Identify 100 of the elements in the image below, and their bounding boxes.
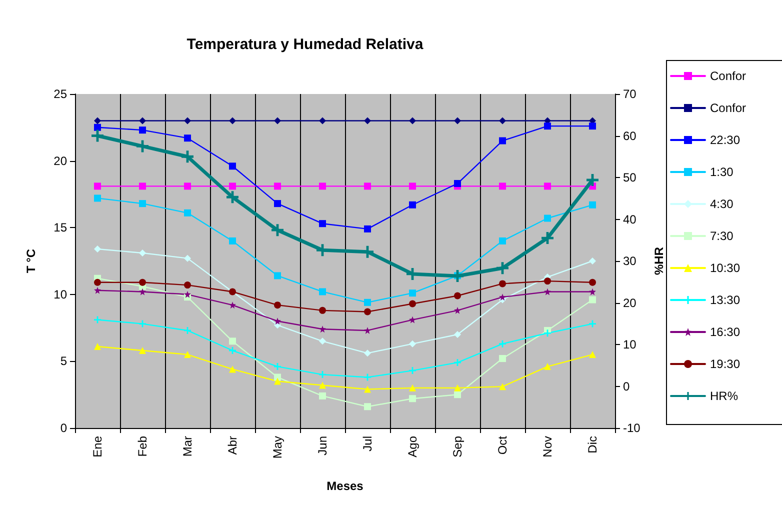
point	[499, 355, 506, 362]
point	[92, 130, 104, 142]
point	[544, 182, 551, 190]
point	[274, 272, 281, 280]
point	[454, 384, 461, 392]
point	[229, 162, 236, 170]
point	[499, 340, 506, 348]
point	[409, 367, 416, 374]
legend-label: 13:30	[710, 293, 740, 307]
x-tick-label: Ene	[90, 436, 104, 458]
point	[499, 237, 506, 244]
point	[364, 386, 371, 393]
point	[409, 340, 416, 348]
point	[364, 308, 371, 316]
point	[364, 326, 371, 334]
x-axis-title: Meses	[326, 479, 364, 493]
point	[589, 320, 596, 328]
point	[184, 351, 191, 358]
point	[229, 117, 236, 124]
point	[454, 180, 461, 188]
point	[409, 384, 416, 392]
x-tick-label: Abr	[226, 436, 240, 455]
y-tick-label: 25	[54, 87, 68, 101]
legend-label: HR%	[710, 389, 738, 403]
point	[139, 117, 146, 124]
legend-label: Confor	[710, 101, 746, 115]
point	[499, 280, 506, 288]
x-tick-label: May	[270, 436, 284, 459]
point	[589, 201, 596, 208]
x-tick-label: Oct	[496, 435, 510, 455]
point	[409, 290, 416, 297]
legend-label: 19:30	[710, 357, 740, 371]
y2-tick-label: 60	[623, 128, 637, 143]
point	[499, 117, 506, 124]
point	[544, 278, 551, 285]
point	[229, 366, 236, 373]
x-tick-label: Ago	[406, 436, 420, 458]
point	[226, 191, 238, 204]
point	[229, 338, 236, 345]
point	[544, 288, 551, 296]
y-tick-label: 5	[60, 354, 68, 368]
point	[409, 201, 416, 208]
y2-axis-title: %HR	[652, 246, 666, 276]
point	[544, 330, 551, 337]
point	[319, 220, 326, 228]
point	[589, 122, 596, 130]
y2-tick-label: 40	[623, 212, 637, 226]
y2-tick-label: -10	[623, 421, 641, 435]
point	[319, 326, 326, 333]
point	[94, 117, 101, 124]
point	[454, 330, 461, 338]
point	[364, 182, 371, 190]
point	[94, 182, 101, 190]
point	[139, 182, 146, 190]
point	[454, 117, 461, 124]
x-tick-label: Mar	[180, 436, 194, 457]
point	[319, 382, 326, 389]
point	[454, 306, 461, 314]
point	[409, 117, 416, 124]
x-tick-label: Jul	[360, 436, 374, 452]
x-tick-label: Jun	[316, 436, 330, 456]
point	[364, 374, 371, 381]
point	[274, 378, 281, 385]
point	[544, 363, 551, 370]
y-tick-label: 15	[54, 220, 68, 235]
point	[139, 200, 146, 208]
point	[184, 134, 191, 142]
x-tick-label: Sep	[450, 436, 464, 458]
point	[274, 318, 281, 325]
point	[184, 254, 191, 262]
point	[274, 117, 281, 124]
point	[499, 182, 506, 190]
point	[136, 140, 148, 152]
point	[319, 392, 326, 400]
point	[94, 278, 101, 286]
point	[94, 245, 101, 252]
y2-tick-label: 0	[623, 379, 630, 394]
point	[544, 214, 551, 222]
chart-title: Temperatura y Humedad Relativa	[186, 36, 424, 53]
point	[184, 182, 191, 190]
point	[454, 292, 461, 300]
point	[139, 347, 146, 354]
point	[499, 383, 506, 390]
point	[229, 237, 236, 244]
point	[409, 395, 416, 402]
legend-label: 16:30	[710, 325, 740, 339]
point	[139, 278, 146, 286]
point	[274, 302, 281, 309]
point	[184, 290, 191, 298]
point	[589, 351, 596, 358]
point	[364, 117, 371, 124]
point	[499, 137, 506, 144]
point	[409, 300, 416, 308]
point	[496, 262, 508, 274]
point	[454, 391, 461, 398]
point	[139, 288, 146, 296]
point	[139, 126, 146, 134]
point	[319, 182, 326, 190]
x-tick-label: Feb	[136, 436, 150, 457]
point	[589, 258, 596, 264]
